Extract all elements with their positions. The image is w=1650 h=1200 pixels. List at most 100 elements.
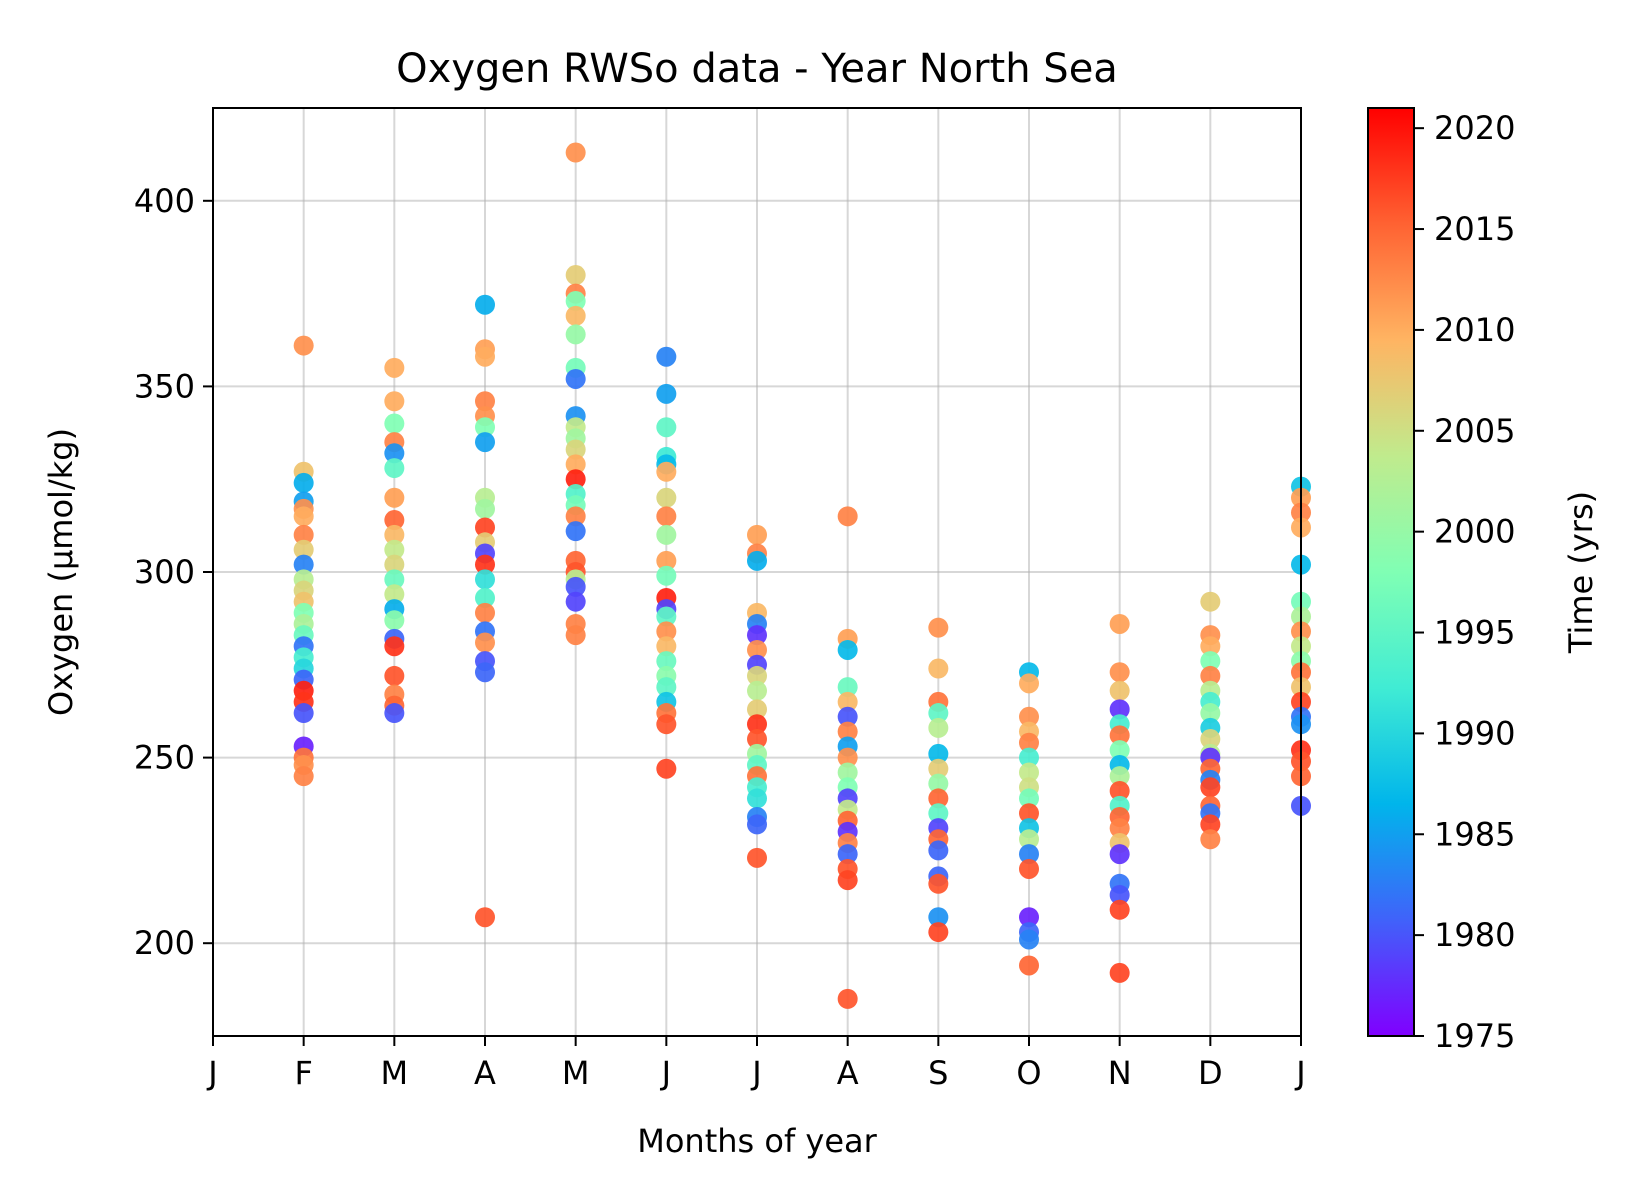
data-point	[565, 265, 586, 286]
data-point	[928, 788, 949, 809]
data-point	[928, 743, 949, 764]
x-tick-label: J	[660, 1054, 671, 1092]
data-point	[1200, 591, 1221, 612]
data-point	[1200, 665, 1221, 686]
data-point	[1019, 706, 1039, 727]
data-point	[384, 443, 405, 464]
data-point	[656, 417, 677, 438]
data-point	[928, 658, 949, 679]
data-point	[293, 703, 314, 724]
data-point	[293, 766, 314, 787]
x-tick-label: F	[294, 1054, 312, 1092]
data-point	[475, 417, 495, 438]
data-point	[1019, 929, 1039, 950]
colorbar-tick-label: 2005	[1434, 412, 1515, 450]
y-axis: 200 250 300 350 400	[134, 182, 213, 962]
x-tick-label: A	[474, 1054, 496, 1092]
data-point	[1019, 829, 1039, 850]
data-point	[656, 506, 677, 527]
data-point	[928, 703, 949, 724]
data-point	[928, 803, 949, 824]
data-point	[837, 639, 858, 660]
y-tick-label: 350	[134, 367, 195, 405]
colorbar-tick-label: 2010	[1434, 311, 1515, 349]
data-point	[565, 324, 586, 345]
x-tick-label: M	[562, 1054, 590, 1092]
data-point	[384, 554, 405, 575]
data-point	[1019, 955, 1039, 976]
data-point	[475, 391, 495, 412]
x-tick-label: M	[381, 1054, 409, 1092]
data-point	[1109, 766, 1130, 787]
data-point	[837, 870, 858, 891]
x-tick-label: N	[1108, 1054, 1132, 1092]
data-point	[565, 291, 586, 312]
data-point	[1200, 814, 1221, 835]
grid-lines	[212, 108, 1302, 1036]
data-point	[837, 988, 858, 1009]
data-point	[747, 699, 767, 720]
data-point	[565, 469, 586, 490]
colorbar-tick-label: 2000	[1434, 513, 1515, 551]
data-point	[1200, 651, 1221, 672]
data-point	[837, 691, 858, 712]
data-point	[565, 439, 586, 460]
data-point	[747, 729, 767, 750]
colorbar-tick-label: 1990	[1434, 714, 1515, 752]
data-point	[565, 368, 586, 389]
data-point	[1109, 662, 1130, 683]
data-point	[1109, 844, 1130, 865]
data-point	[928, 758, 949, 779]
data-point	[384, 569, 405, 590]
data-point	[656, 461, 677, 482]
data-point	[1200, 636, 1221, 657]
data-point	[747, 625, 767, 646]
data-point	[747, 788, 767, 809]
data-point	[475, 346, 495, 367]
colorbar-tick-label: 1995	[1434, 614, 1515, 652]
data-point	[837, 677, 858, 698]
colorbar-tick-label: 1985	[1434, 815, 1515, 853]
data-point	[475, 662, 495, 683]
data-point	[384, 610, 405, 631]
data-point	[1200, 829, 1221, 850]
colorbar-tick-label: 1975	[1434, 1017, 1515, 1055]
data-point	[837, 721, 858, 742]
data-point	[747, 680, 767, 701]
data-point	[1200, 703, 1221, 724]
data-point	[928, 617, 949, 638]
colorbar-tick-label: 2020	[1434, 109, 1515, 147]
y-tick-label: 200	[134, 924, 195, 962]
data-point	[565, 591, 586, 612]
data-point	[475, 517, 495, 538]
data-point	[293, 506, 314, 527]
y-tick-label: 400	[134, 182, 195, 220]
data-point	[1109, 699, 1130, 720]
data-point	[1109, 781, 1130, 802]
data-point	[565, 506, 586, 527]
data-point	[1109, 740, 1130, 761]
data-point	[475, 587, 495, 608]
data-point	[1109, 818, 1130, 839]
data-point	[656, 636, 677, 657]
data-point	[565, 521, 586, 542]
colorbar-ticks: 1975 1980 1985 1990 1995 2000 2005 2010 2015 2020	[1414, 109, 1515, 1055]
x-tick-label: J	[206, 1054, 217, 1092]
data-point	[475, 907, 495, 928]
y-axis-label: Oxygen (μmol/kg)	[42, 428, 80, 716]
data-point	[1200, 729, 1221, 750]
data-point	[1109, 899, 1130, 920]
data-points	[293, 142, 1311, 1009]
data-point	[837, 506, 858, 527]
data-point	[475, 554, 495, 575]
data-point	[384, 391, 405, 412]
data-point	[475, 498, 495, 519]
y-tick-label: 250	[134, 739, 195, 777]
data-point	[1109, 680, 1130, 701]
data-point	[747, 665, 767, 686]
data-point	[384, 703, 405, 724]
data-point	[1109, 613, 1130, 634]
data-point	[837, 762, 858, 783]
data-point	[928, 717, 949, 738]
